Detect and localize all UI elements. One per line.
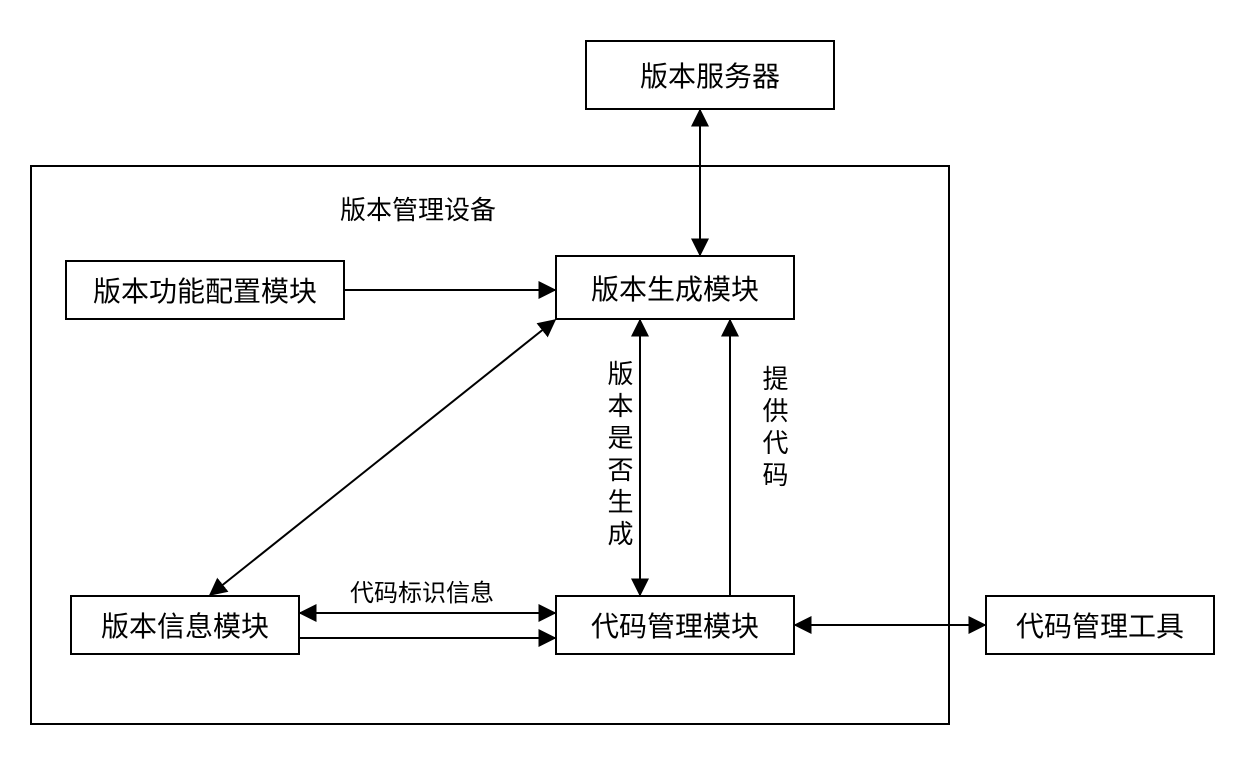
node-label: 版本生成模块 [591, 268, 759, 308]
node-code-mgmt-module: 代码管理模块 [555, 595, 795, 655]
node-label: 版本服务器 [640, 55, 780, 95]
edge-label-code-id-info: 代码标识信息 [350, 573, 494, 608]
node-label: 代码管理模块 [591, 605, 759, 645]
node-gen-module: 版本生成模块 [555, 255, 795, 320]
node-config-module: 版本功能配置模块 [65, 260, 345, 320]
diagram-canvas: 版本管理设备 版本服务器 版本功能配置模块 版本生成模块 版本信息模块 代码管理… [0, 0, 1240, 780]
node-label: 代码管理工具 [1016, 605, 1184, 645]
edge-label-provide-code: 提供代码 [755, 365, 792, 493]
node-version-server: 版本服务器 [585, 40, 835, 110]
node-code-mgmt-tool: 代码管理工具 [985, 595, 1215, 655]
node-label: 版本信息模块 [101, 605, 269, 645]
edge-label-version-generated: 版本是否生成 [600, 360, 637, 552]
node-label: 版本功能配置模块 [93, 270, 317, 310]
container-label: 版本管理设备 [340, 190, 496, 227]
node-info-module: 版本信息模块 [70, 595, 300, 655]
